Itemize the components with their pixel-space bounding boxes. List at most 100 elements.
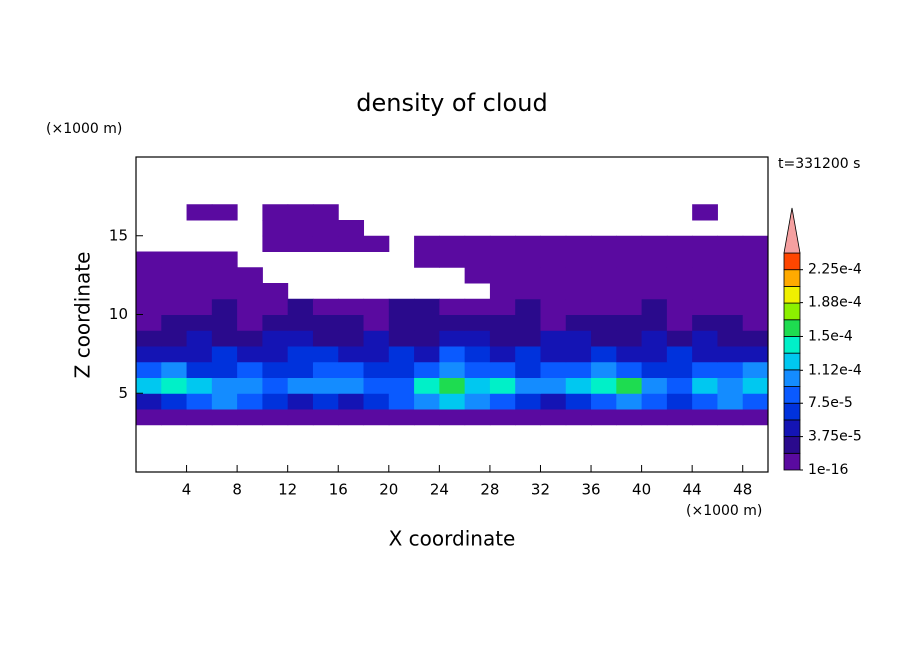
contour-cell [515,298,541,315]
contour-cell [742,361,769,378]
contour-cell [186,251,213,268]
contour-cell [540,251,567,268]
contour-cell [464,330,491,347]
contour-cell [338,314,365,331]
contour-cell [641,361,668,378]
contour-cell [414,409,440,426]
contour-cell [616,283,643,300]
contour-cell [641,267,668,284]
x-tick-label: 20 [379,481,398,499]
contour-cell [439,361,466,378]
contour-cell [136,251,162,268]
contour-cell [666,267,693,284]
contour-cell [338,330,365,347]
contour-cell [565,283,592,300]
contour-cell [641,393,668,410]
contour-cell [186,204,213,221]
contour-cell [515,361,541,378]
contour-cell [186,377,213,394]
contour-cell [692,298,718,315]
contour-cell [186,267,213,284]
contour-cell [287,220,314,237]
contour-cell [692,377,718,394]
contour-cell [312,346,339,363]
colorbar-band [783,419,801,438]
contour-cell [591,314,617,331]
contour-cell [591,283,617,300]
contour-cell [262,314,289,331]
contour-cell [439,251,466,268]
contour-cell [464,393,491,410]
contour-cell [666,361,693,378]
contour-cell [363,330,390,347]
contour-cell [540,361,567,378]
contour-cell [388,393,415,410]
contour-cell [287,330,314,347]
contour-cell [641,346,668,363]
contour-cell [692,251,718,268]
contour-cell [363,409,390,426]
contour-cell [237,314,263,331]
contour-cell [161,377,188,394]
colorbar-tick-label: 7.5e-5 [808,395,853,411]
contour-cell [136,330,162,347]
contour-cell [666,251,693,268]
x-tick-label: 48 [733,481,752,499]
contour-cell [211,298,238,315]
contour-cell [742,393,769,410]
contour-cell [591,251,617,268]
contour-cell [136,377,162,394]
contour-cell [363,377,390,394]
contour-cell [186,393,213,410]
contour-cell [312,330,339,347]
contour-cell [591,346,617,363]
x-tick-label: 40 [632,481,651,499]
contour-cell [641,314,668,331]
contour-cell [464,361,491,378]
contour-cell [211,361,238,378]
contour-cell [641,409,668,426]
contour-cell [565,267,592,284]
contour-cell [666,377,693,394]
contour-cell [616,377,643,394]
contour-cell [312,314,339,331]
contour-cell [388,298,415,315]
contour-cell [338,346,365,363]
contour-cell [237,409,263,426]
contour-cell [414,361,440,378]
colorbar-band [783,302,801,321]
contour-cell [439,393,466,410]
contour-cell [742,283,769,300]
contour-cell [414,314,440,331]
contour-cell [312,393,339,410]
contour-cell [717,314,744,331]
contour-cell [489,251,516,268]
colorbar-band [783,452,801,471]
contour-cell [616,267,643,284]
contour-cell [515,377,541,394]
contour-cell [262,393,289,410]
contour-cell [692,314,718,331]
contour-cell [515,330,541,347]
contour-cell [515,314,541,331]
colorbar-tick-label: 1.88e-4 [808,295,862,311]
contour-cell [515,409,541,426]
contour-cell [540,267,567,284]
contour-cell [565,361,592,378]
contour-cell [211,346,238,363]
contour-cell [388,314,415,331]
contour-cell [338,361,365,378]
contour-cell [363,346,390,363]
contour-cell [186,314,213,331]
colorbar-band [783,319,801,337]
contour-cell [312,298,339,315]
contour-cell [742,267,769,284]
y-axis-label: Z coordinate [71,252,95,379]
contour-cell [363,235,390,252]
contour-cell [136,409,162,426]
contour-cell [742,314,769,331]
contour-cell [414,251,440,268]
contour-cell [312,361,339,378]
contour-cell [742,235,769,252]
contour-cell [186,298,213,315]
